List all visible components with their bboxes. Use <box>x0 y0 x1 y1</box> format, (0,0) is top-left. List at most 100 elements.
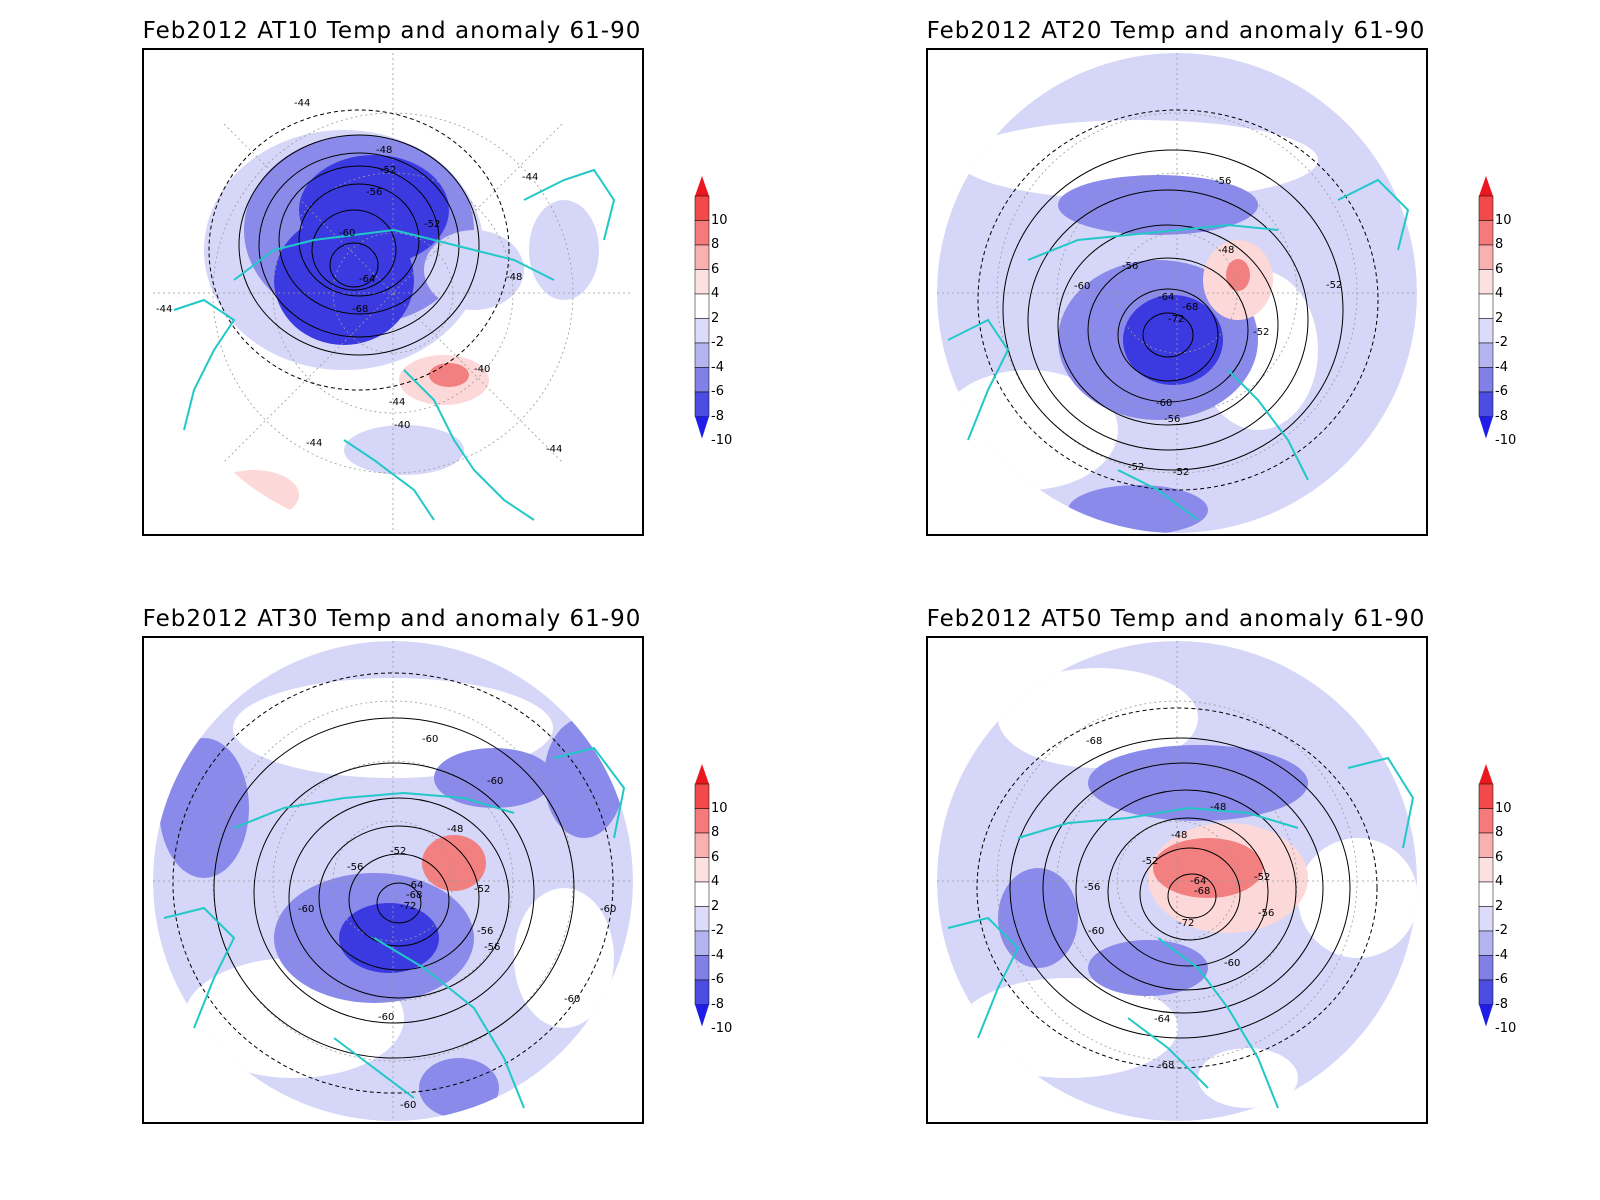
contour-label: -56 <box>347 862 363 873</box>
colorbar-tick-label: 2 <box>711 310 720 326</box>
colorbar-tick-label: 6 <box>711 849 720 865</box>
colorbar-tick-label: -2 <box>1495 335 1508 350</box>
contour-label: -60 <box>487 776 503 787</box>
colorbar-tick-label: -2 <box>711 923 724 938</box>
panel-at20: Feb2012 AT20 Temp and anomaly 61-90 <box>916 18 1436 578</box>
colorbar-tick-label: -8 <box>1495 996 1508 1012</box>
contour-label: -44 <box>156 304 172 315</box>
colorbar-swatch <box>1478 195 1494 221</box>
contour-label: -60 <box>298 904 314 915</box>
contour-label: -60 <box>1224 958 1240 969</box>
colorbar-swatch <box>1478 955 1494 981</box>
contour-label: -52 <box>424 219 440 230</box>
contour-label: -48 <box>447 824 463 835</box>
colorbar-swatch <box>694 955 710 981</box>
colorbar-swatch <box>694 293 710 319</box>
colorbar-swatch <box>1478 857 1494 883</box>
colorbar-swatch <box>1478 783 1494 809</box>
colorbar-tick-label: 8 <box>711 825 720 840</box>
contour-label: -52 <box>1254 872 1270 883</box>
contour-labels: -44 -48 -52 -56 -60 -64 -68 -40 -44 -52 … <box>156 98 562 455</box>
colorbar-max-arrow <box>695 764 709 784</box>
contour-label: -60 <box>378 1012 394 1023</box>
colorbar-at20: 10 8 6 4 2 -2 -4 -6 -8 -10 <box>1476 174 1546 464</box>
contour-label: -72 <box>400 901 416 912</box>
colorbar-tick-label: -6 <box>711 384 724 399</box>
colorbar-tick-label: -2 <box>711 335 724 350</box>
colorbar-swatch <box>694 832 710 858</box>
contour-label: -44 <box>522 172 538 183</box>
map-canvas: -68 -48 -48 -52 -56 -64 -68 -72 -52 -56 … <box>937 641 1417 1121</box>
contour-label: -40 <box>394 420 410 431</box>
contour-label: -44 <box>294 98 310 109</box>
colorbar-swatch <box>694 881 710 907</box>
contour-label: -64 <box>1190 876 1206 887</box>
colorbar-swatch <box>1478 220 1494 246</box>
colorbar-tick-label: -8 <box>711 996 724 1012</box>
contour-label: -56 <box>484 942 500 953</box>
contour-label: -60 <box>400 1100 416 1111</box>
colorbar-swatch <box>1478 979 1494 1005</box>
colorbar-tick-label: 10 <box>1495 212 1512 228</box>
colorbar-swatch <box>1478 906 1494 932</box>
panel-title: Feb2012 AT50 Temp and anomaly 61-90 <box>926 606 1426 632</box>
contour-label: -44 <box>389 397 405 408</box>
contour-label: -64 <box>407 880 423 891</box>
colorbar-tick-label: 4 <box>1495 874 1504 889</box>
colorbar-min-arrow <box>695 1004 709 1027</box>
colorbar-tick-label: 2 <box>1495 898 1504 914</box>
contour-label: -56 <box>366 187 382 198</box>
contour-label: -68 <box>406 890 422 901</box>
colorbar-tick-label: -8 <box>711 408 724 424</box>
contour-label: -52 <box>1326 280 1342 291</box>
contour-label: -72 <box>1168 314 1184 325</box>
colorbar-max-arrow <box>1479 176 1493 196</box>
colorbar-min-arrow <box>695 416 709 439</box>
colorbar-tick-label: 4 <box>711 286 720 301</box>
colorbar-tick-label: -4 <box>711 359 724 375</box>
polar-map: -44 -48 -52 -56 -60 -64 -68 -40 -44 -52 … <box>142 48 644 536</box>
contour-label: -68 <box>1158 1060 1174 1071</box>
contour-label: -68 <box>1182 302 1198 313</box>
colorbar-tick-label: 10 <box>711 800 728 816</box>
contour-label: -60 <box>422 734 438 745</box>
colorbar-swatches <box>1478 764 1494 1027</box>
colorbar-swatch <box>694 367 710 393</box>
contour-label: -60 <box>600 904 616 915</box>
polar-map: -68 -48 -48 -52 -56 -64 -68 -72 -52 -56 … <box>926 636 1428 1124</box>
colorbar-swatch <box>694 391 710 417</box>
colorbar-swatch <box>694 342 710 368</box>
colorbar-tick-label: -6 <box>1495 384 1508 399</box>
colorbar-swatch <box>694 930 710 956</box>
map-canvas: -56 -60 -56 -64 -68 -72 -48 -52 -52 -60 … <box>937 53 1417 533</box>
colorbar-at50: 10 8 6 4 2 -2 -4 -6 -8 -10 <box>1476 762 1546 1052</box>
colorbar-tick-label: -4 <box>1495 359 1508 375</box>
colorbar-swatch <box>694 783 710 809</box>
colorbar-tick-label: -4 <box>711 947 724 963</box>
colorbar-swatch <box>1478 293 1494 319</box>
contour-label: -40 <box>474 364 490 375</box>
colorbar-swatch <box>694 318 710 344</box>
contour-label: -52 <box>1128 462 1144 473</box>
panel-at50: Feb2012 AT50 Temp and anomaly 61-90 <box>916 606 1436 1166</box>
colorbar-swatch <box>694 906 710 932</box>
colorbar-swatch <box>1478 930 1494 956</box>
colorbar-tick-label: 8 <box>711 237 720 252</box>
colorbar-swatch <box>1478 318 1494 344</box>
contour-label: -60 <box>339 228 355 239</box>
colorbar-tick-label: 4 <box>711 874 720 889</box>
contour-label: -68 <box>1086 736 1102 747</box>
colorbar-tick-label: 10 <box>1495 800 1512 816</box>
contour-label: -48 <box>1171 830 1187 841</box>
colorbar-swatch <box>1478 881 1494 907</box>
map-canvas: -60 -60 -48 -52 -56 -64 -68 -72 -52 -56 … <box>153 641 633 1121</box>
contour-label: -64 <box>359 274 375 285</box>
contour-labels: -68 -48 -48 -52 -56 -64 -68 -72 -52 -56 … <box>1084 736 1274 1071</box>
colorbar-tick-label: -10 <box>1495 1021 1517 1036</box>
colorbar-at10: 10 8 6 4 2 -2 -4 -6 -8 -10 <box>692 174 762 464</box>
colorbar-tick-label: -4 <box>1495 947 1508 963</box>
colorbar-tick-label: 10 <box>711 212 728 228</box>
polar-map: -60 -60 -48 -52 -56 -64 -68 -72 -52 -56 … <box>142 636 644 1124</box>
contour-label: -48 <box>376 145 392 156</box>
panel-at30: Feb2012 AT30 Temp and anomaly 61-90 <box>132 606 652 1166</box>
